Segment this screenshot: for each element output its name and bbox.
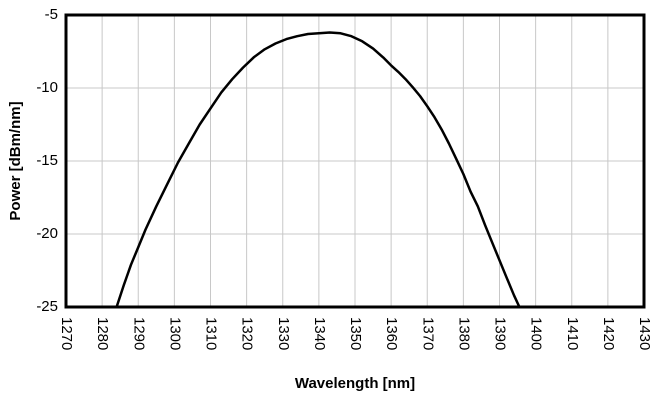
x-tick-label: 1290 xyxy=(130,317,147,350)
x-tick-label: 1410 xyxy=(564,317,581,350)
y-tick-label: -10 xyxy=(36,79,58,96)
gridlines xyxy=(65,14,645,308)
x-tick-label: 1300 xyxy=(166,317,183,350)
x-tick-label: 1270 xyxy=(58,317,75,350)
plot-frame xyxy=(64,13,646,309)
x-tick-label: 1360 xyxy=(383,317,400,350)
y-tick-label: -20 xyxy=(36,225,58,242)
power-spectrum-line xyxy=(115,31,521,308)
y-tick-label: -15 xyxy=(36,152,58,169)
x-tick-label: 1330 xyxy=(275,317,292,350)
x-tick-label: 1390 xyxy=(492,317,509,350)
x-tick-label: 1400 xyxy=(528,317,545,350)
x-tick-label: 1340 xyxy=(311,317,328,350)
x-tick-label: 1280 xyxy=(94,317,111,350)
y-axis-title: Power [dBm/nm] xyxy=(7,101,24,220)
x-tick-labels: 1270 1280 1290 1300 1310 1320 1330 1340 1350 1360… xyxy=(58,317,652,350)
x-tick-label: 1310 xyxy=(203,317,220,350)
x-tick-label: 1350 xyxy=(347,317,364,350)
x-tick-label: 1370 xyxy=(419,317,436,350)
y-tick-label: -5 xyxy=(45,6,58,23)
x-tick-label: 1320 xyxy=(239,317,256,350)
y-tick-label: -25 xyxy=(36,298,58,315)
x-tick-label: 1420 xyxy=(600,317,617,350)
y-tick-labels: -5 -10 -15 -20 -25 xyxy=(36,6,58,315)
x-axis-title: Wavelength [nm] xyxy=(295,375,415,392)
series-layer xyxy=(115,31,521,308)
x-tick-label: 1380 xyxy=(455,317,472,350)
x-tick-label: 1430 xyxy=(636,317,652,350)
